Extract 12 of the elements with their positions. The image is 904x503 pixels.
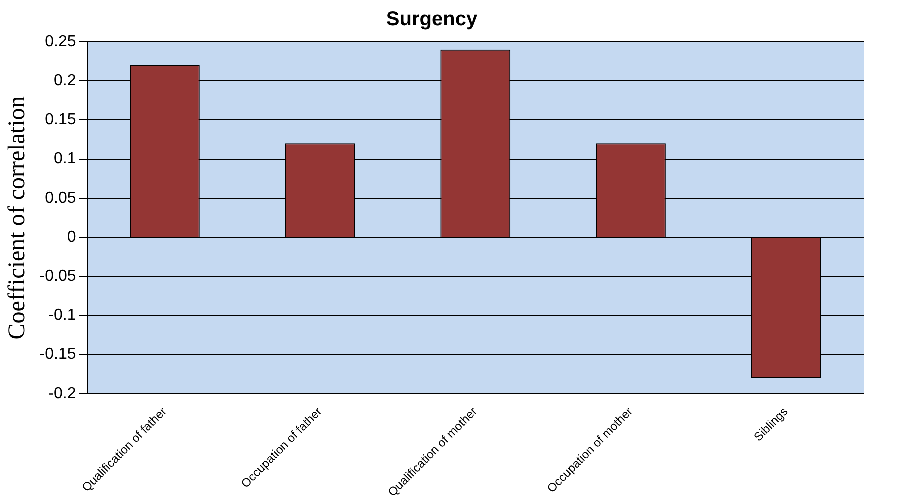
y-tick-label: 0.25: [45, 33, 76, 50]
y-tick-label: -0.05: [40, 268, 76, 286]
y-tick-label: -0.2: [48, 385, 76, 402]
y-tick-label: 0: [67, 228, 76, 246]
y-axis-title: Coefficient of correlation: [4, 96, 31, 340]
y-tick-label: -0.15: [40, 346, 76, 364]
y-tick-label: -0.1: [48, 307, 76, 324]
y-tick-label: 0.1: [54, 150, 76, 168]
y-tick-label: 0.2: [54, 72, 76, 90]
chart-title: Surgency: [386, 8, 478, 31]
y-tick-label: 0.15: [45, 112, 76, 129]
y-tick-label: 0.05: [45, 190, 76, 207]
